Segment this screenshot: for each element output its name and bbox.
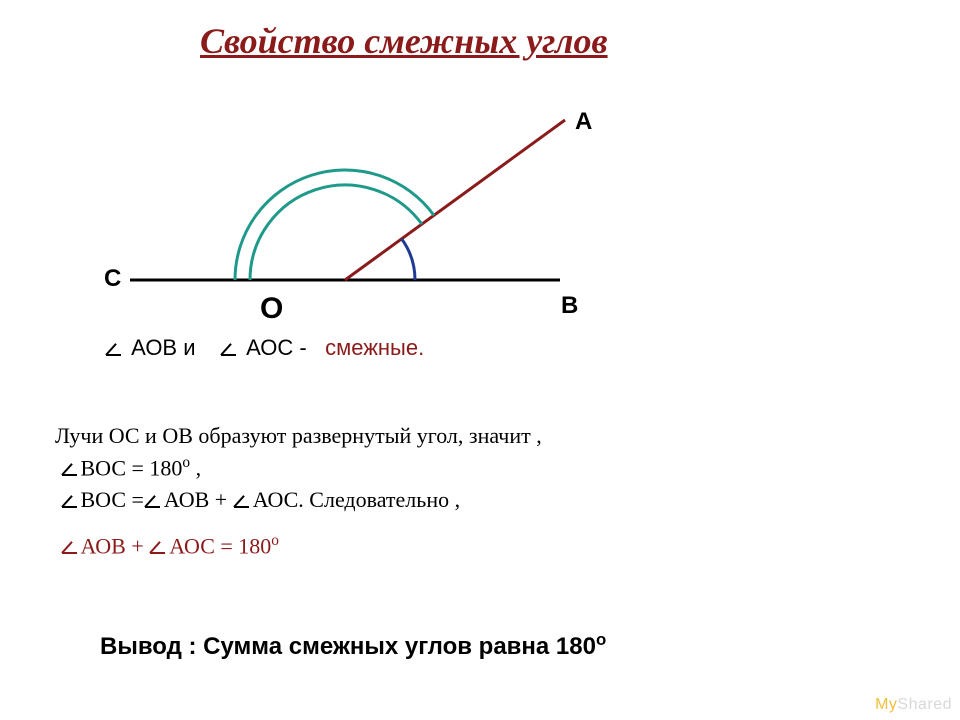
proof-sum-line: АОВ + АОС = 180о	[55, 530, 542, 562]
conclusion-body: Вывод : Сумма смежных углов равна 180	[100, 633, 596, 660]
angle-icon	[61, 540, 79, 554]
angle-icon	[144, 494, 162, 508]
point-label-a: А	[575, 108, 592, 136]
proof-l2b: ,	[190, 455, 201, 480]
proof-sum-b: АОС = 180	[169, 533, 271, 558]
proof-l3a: ВОС =	[81, 487, 144, 512]
point-label-o: О	[260, 292, 283, 326]
proof-l2a: ВОС = 180	[81, 455, 183, 480]
point-label-c: С	[104, 265, 121, 293]
angle-icon	[61, 494, 79, 508]
proof-l3b: АОВ +	[164, 487, 227, 512]
stmt-part2: АОС -	[246, 335, 307, 360]
watermark-my: My	[875, 696, 897, 713]
angle-icon	[149, 540, 167, 554]
point-label-b: В	[561, 292, 578, 320]
adjacency-statement: АОВ и АОС - смежные.	[105, 335, 424, 361]
angle-icon	[220, 342, 238, 356]
proof-l3c: АОС. Следовательно ,	[253, 487, 460, 512]
stmt-adjacent-word: смежные.	[325, 335, 424, 360]
angle-icon	[105, 342, 123, 356]
proof-line1: Лучи ОС и ОВ образуют развернутый угол, …	[55, 420, 542, 452]
page-title: Свойство смежных углов	[200, 20, 608, 62]
conclusion-text: Вывод : Сумма смежных углов равна 180о	[100, 630, 606, 661]
proof-sum-a: АОВ +	[81, 533, 144, 558]
watermark-shared: Shared	[897, 696, 952, 713]
angle-icon	[233, 494, 251, 508]
diagram-svg	[80, 100, 600, 350]
stmt-part1: АОВ и	[131, 335, 195, 360]
proof-line2: ВОС = 180о ,	[55, 452, 542, 484]
angle-diagram: А В С О	[80, 100, 600, 350]
proof-line3: ВОС = АОВ + АОС. Следовательно ,	[55, 484, 542, 516]
watermark: MyShared	[875, 696, 952, 714]
proof-text: Лучи ОС и ОВ образуют развернутый угол, …	[55, 420, 542, 562]
angle-icon	[61, 462, 79, 476]
